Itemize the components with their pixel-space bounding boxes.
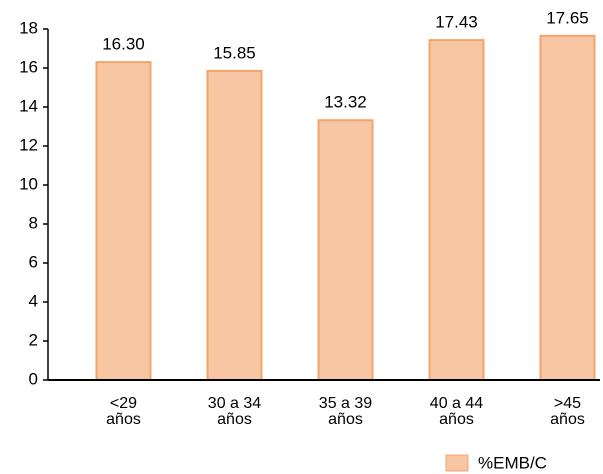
x-tick-label: 35 a 39 años [319, 395, 372, 428]
value-label: 17.43 [435, 13, 478, 32]
y-tick-label: 2 [29, 330, 38, 349]
y-tick-label: 4 [29, 291, 38, 310]
bar [95, 61, 152, 382]
bar [317, 119, 374, 381]
value-label: 17.65 [546, 8, 589, 27]
x-tick-line: años [328, 411, 363, 428]
x-tick-line: >45 [554, 395, 581, 412]
x-tick-label: >45 años [550, 395, 585, 428]
x-tick-line: años [439, 411, 474, 428]
legend-swatch [445, 454, 469, 472]
bar [206, 69, 263, 382]
x-tick-line: años [106, 411, 141, 428]
bar [539, 34, 596, 381]
y-tick-label: 10 [19, 174, 38, 193]
legend-label: %EMB/C [478, 453, 547, 472]
bar [428, 39, 485, 382]
x-tick-label: 30 a 34 años [208, 395, 261, 428]
y-tick-label: 18 [19, 18, 38, 37]
y-tick-label: 8 [29, 213, 38, 232]
x-tick-line: 35 a 39 [319, 395, 372, 412]
y-tick-label: 0 [29, 369, 38, 388]
x-tick-line: 40 a 44 [430, 395, 483, 412]
y-tick-label: 12 [19, 135, 38, 154]
y-tick-label: 14 [19, 96, 38, 115]
x-tick-line: 30 a 34 [208, 395, 261, 412]
value-label: 13.32 [324, 93, 367, 112]
x-tick-line: años [550, 411, 585, 428]
x-tick-label: <29 años [106, 395, 141, 428]
value-label: 16.30 [102, 35, 145, 54]
x-tick-line: <29 [110, 395, 137, 412]
y-tick-label: 6 [29, 252, 38, 271]
x-tick-line: años [217, 411, 252, 428]
value-label: 15.85 [213, 43, 256, 62]
x-tick-label: 40 a 44 años [430, 395, 483, 428]
y-tick-label: 16 [19, 57, 38, 76]
